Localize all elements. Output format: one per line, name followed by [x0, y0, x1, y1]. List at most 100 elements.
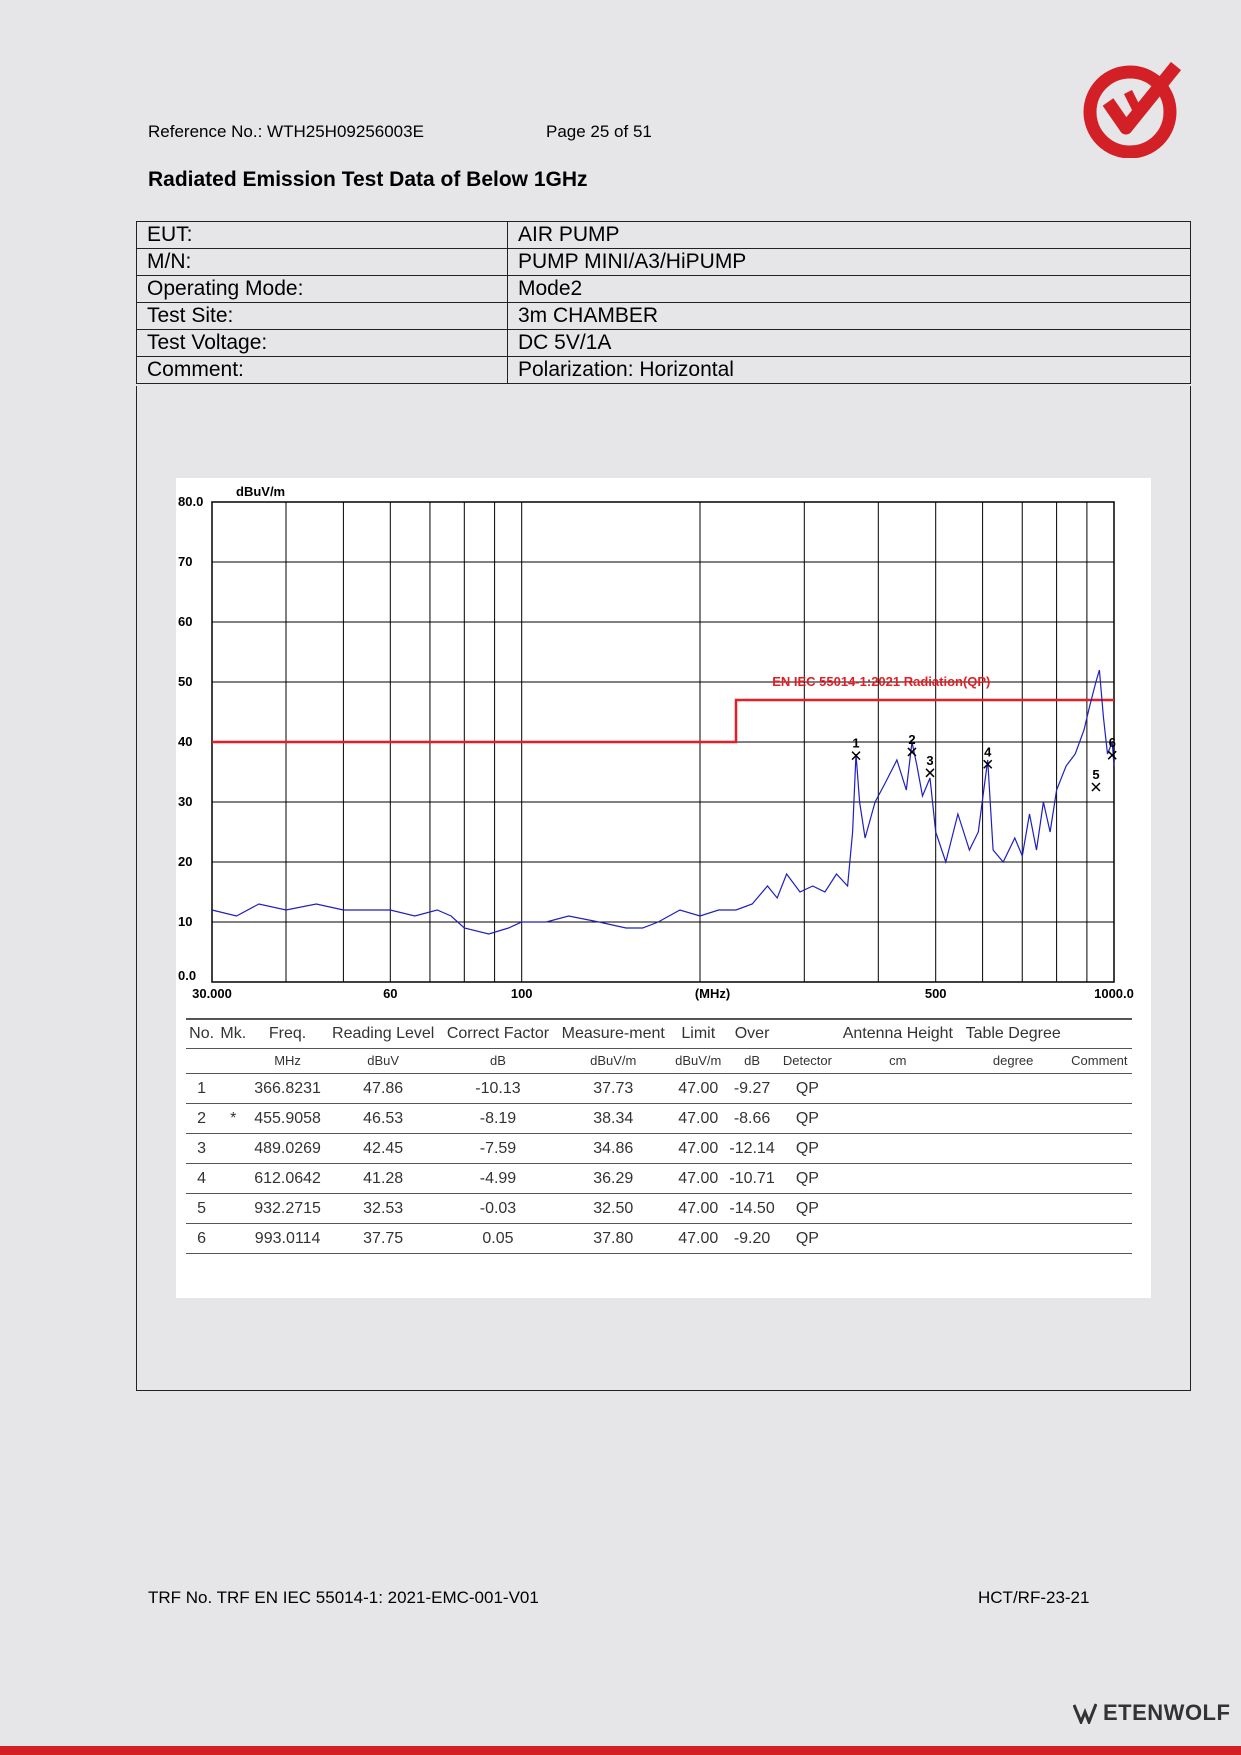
table-cell: 932.2715 [249, 1193, 326, 1224]
x-tick-label: 1000.0 [1094, 986, 1134, 1001]
table-cell: 36.29 [555, 1163, 672, 1194]
table-cell: QP [778, 1073, 837, 1104]
table-cell [1066, 1103, 1132, 1134]
peak-marker [907, 747, 917, 757]
info-row: EUT: AIR PUMP [136, 221, 1191, 249]
info-row: Operating Mode: Mode2 [136, 275, 1191, 303]
info-row: Comment: Polarization: Horizontal [136, 356, 1191, 384]
info-row: M/N: PUMP MINI/A3/HiPUMP [136, 248, 1191, 276]
table-cell: 1 [186, 1073, 218, 1104]
table-cell: 47.00 [671, 1073, 726, 1104]
table-cell [836, 1073, 960, 1104]
table-cell: -8.19 [440, 1103, 556, 1134]
table-cell: 47.00 [671, 1223, 726, 1254]
test-info-table: EUT: AIR PUMP M/N: PUMP MINI/A3/HiPUMP Opera… [136, 221, 1191, 384]
table-cell [1066, 1133, 1132, 1164]
table-cell [836, 1223, 960, 1254]
info-label: EUT: [136, 221, 508, 249]
column-unit: dBuV [325, 1048, 441, 1074]
table-cell: 489.0269 [249, 1133, 326, 1164]
brand-logo: ETENWOLF [1073, 1700, 1230, 1726]
document-code: HCT/RF-23-21 [978, 1588, 1090, 1607]
info-value: PUMP MINI/A3/HiPUMP [507, 248, 1191, 276]
column-header: Mk. [217, 1018, 250, 1049]
column-unit: cm [836, 1048, 960, 1074]
table-cell: 3 [186, 1133, 218, 1164]
table-cell: * [217, 1103, 250, 1134]
y-tick-label: 40 [178, 734, 192, 749]
table-cell [217, 1163, 250, 1194]
table-cell: -12.14 [725, 1133, 779, 1164]
column-unit: Comment [1066, 1048, 1132, 1074]
table-cell: 455.9058 [249, 1103, 326, 1134]
column-header [1066, 1018, 1132, 1049]
table-cell [959, 1163, 1067, 1194]
peak-marker [925, 768, 935, 778]
table-cell: QP [778, 1193, 837, 1224]
table-cell: -9.27 [725, 1073, 779, 1104]
table-row: 5 932.2715 32.53 -0.03 32.50 47.00 -14.50 QP [186, 1193, 1132, 1224]
x-tick-label: (MHz) [695, 986, 730, 1001]
column-header: Reading Level [325, 1018, 441, 1049]
table-cell [1066, 1193, 1132, 1224]
table-cell [959, 1103, 1067, 1134]
table-cell: 47.00 [671, 1103, 726, 1134]
table-cell: 6 [186, 1223, 218, 1254]
table-cell: 993.0114 [249, 1223, 326, 1254]
y-axis-label: dBuV/m [236, 484, 285, 499]
table-cell: -0.03 [440, 1193, 556, 1224]
table-cell [836, 1163, 960, 1194]
column-unit [186, 1048, 218, 1074]
reference-number: Reference No.: WTH25H09256003E [148, 122, 424, 141]
chart-frame [136, 386, 1191, 1391]
table-cell: QP [778, 1103, 837, 1134]
column-header: Measure-ment [555, 1018, 672, 1049]
y-tick-label: 50 [178, 674, 192, 689]
table-cell: -10.13 [440, 1073, 556, 1104]
table-cell: 37.80 [555, 1223, 672, 1254]
column-header [778, 1018, 837, 1049]
column-unit: degree [959, 1048, 1067, 1074]
table-cell: QP [778, 1133, 837, 1164]
table-cell: 2 [186, 1103, 218, 1134]
table-cell: 46.53 [325, 1103, 441, 1134]
table-cell: 47.00 [671, 1193, 726, 1224]
table-cell [959, 1193, 1067, 1224]
table-row: 4 612.0642 41.28 -4.99 36.29 47.00 -10.71 QP [186, 1163, 1132, 1194]
info-label: Test Site: [136, 302, 508, 330]
table-cell [836, 1103, 960, 1134]
table-cell: 38.34 [555, 1103, 672, 1134]
table-cell [836, 1133, 960, 1164]
peak-marker [1107, 750, 1117, 760]
y-tick-label: 60 [178, 614, 192, 629]
table-cell: QP [778, 1163, 837, 1194]
table-row: 1 366.8231 47.86 -10.13 37.73 47.00 -9.27 QP [186, 1073, 1132, 1104]
table-cell [1066, 1223, 1132, 1254]
info-label: M/N: [136, 248, 508, 276]
table-cell [1066, 1073, 1132, 1104]
info-label: Comment: [136, 356, 508, 384]
x-tick-label: 100 [511, 986, 533, 1001]
table-cell: 47.00 [671, 1133, 726, 1164]
emission-chart: 80.0 70 60 50 40 30 20 10 0.0 dBuV/m 30.000 60 100 (M… [178, 484, 1134, 1001]
peak-marker [1091, 782, 1101, 792]
peak-marker [851, 751, 861, 761]
peak-marker-label: 4 [984, 744, 992, 759]
table-cell: 612.0642 [249, 1163, 326, 1194]
column-unit: MHz [249, 1048, 326, 1074]
column-header: No. [186, 1018, 218, 1049]
column-unit [217, 1048, 250, 1074]
column-unit: dBuV/m [555, 1048, 672, 1074]
emission-trace [211, 669, 1115, 935]
column-unit: dB [725, 1048, 779, 1074]
limit-line [212, 698, 1114, 744]
info-value: Mode2 [507, 275, 1191, 303]
table-cell: 32.53 [325, 1193, 441, 1224]
table-cell [217, 1073, 250, 1104]
column-header: Correct Factor [440, 1018, 556, 1049]
table-row: 3 489.0269 42.45 -7.59 34.86 47.00 -12.14 QP [186, 1133, 1132, 1164]
table-cell [217, 1193, 250, 1224]
trf-number: TRF No. TRF EN IEC 55014-1: 2021-EMC-001… [148, 1588, 539, 1607]
table-cell: 37.75 [325, 1223, 441, 1254]
info-row: Test Site: 3m CHAMBER [136, 302, 1191, 330]
